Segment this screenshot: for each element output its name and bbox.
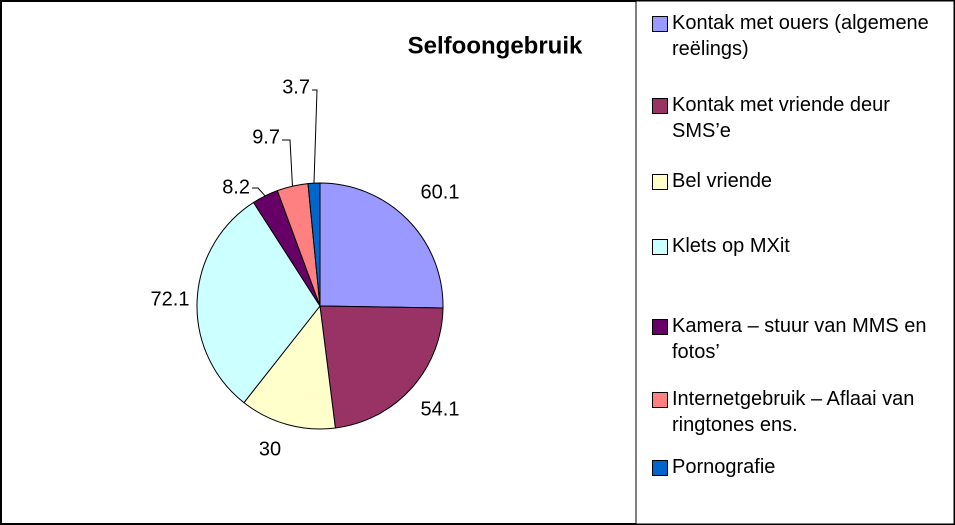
- legend-label: Kontak met ouers (algemene reëlings): [672, 12, 929, 60]
- legend-item: Pornografie: [652, 454, 952, 480]
- legend-swatch: [652, 460, 668, 476]
- legend-swatch: [652, 239, 668, 255]
- pie-slice: [319, 182, 444, 309]
- data-label: 54.1: [421, 398, 460, 420]
- legend-item: Internetgebruik – Aflaai van ringtones e…: [652, 386, 952, 438]
- legend-label: Pornografie: [672, 456, 776, 478]
- legend-item: Kamera – stuur van MMS en fotos’: [652, 313, 952, 365]
- legend-item: Kontak met ouers (algemene reëlings): [652, 10, 952, 62]
- data-label: 60.1: [421, 181, 460, 203]
- legend-swatch: [652, 98, 668, 114]
- leader-line: [312, 89, 318, 184]
- pie-slice: [307, 182, 321, 307]
- legend-label: Bel vriende: [672, 170, 773, 192]
- legend-item: Kontak met vriende deur SMS’e: [652, 92, 952, 144]
- data-label: 9.7: [252, 126, 280, 148]
- legend-swatch: [652, 392, 668, 408]
- legend-box: [635, 0, 955, 525]
- legend-item: Bel vriende: [652, 168, 952, 194]
- data-label: 72.1: [151, 288, 190, 310]
- legend-swatch: [652, 16, 668, 32]
- data-label: 30: [259, 438, 281, 460]
- pie-slice: [319, 305, 444, 429]
- legend-item: Klets op MXit: [652, 233, 952, 259]
- leader-line: [252, 187, 266, 197]
- legend-label: Klets op MXit: [672, 235, 790, 257]
- pie-slice: [196, 201, 321, 404]
- data-label: 8.2: [222, 176, 250, 198]
- legend-label: Internetgebruik – Aflaai van ringtones e…: [672, 388, 915, 436]
- legend-swatch: [652, 319, 668, 335]
- chart-title: Selfoongebruik: [408, 32, 583, 59]
- pie-slice: [243, 304, 336, 430]
- legend-label: Kontak met vriende deur SMS’e: [672, 94, 890, 142]
- data-label: 3.7: [282, 76, 310, 98]
- leader-line: [282, 139, 293, 187]
- legend-swatch: [652, 174, 668, 190]
- legend-label: Kamera – stuur van MMS en fotos’: [672, 315, 927, 363]
